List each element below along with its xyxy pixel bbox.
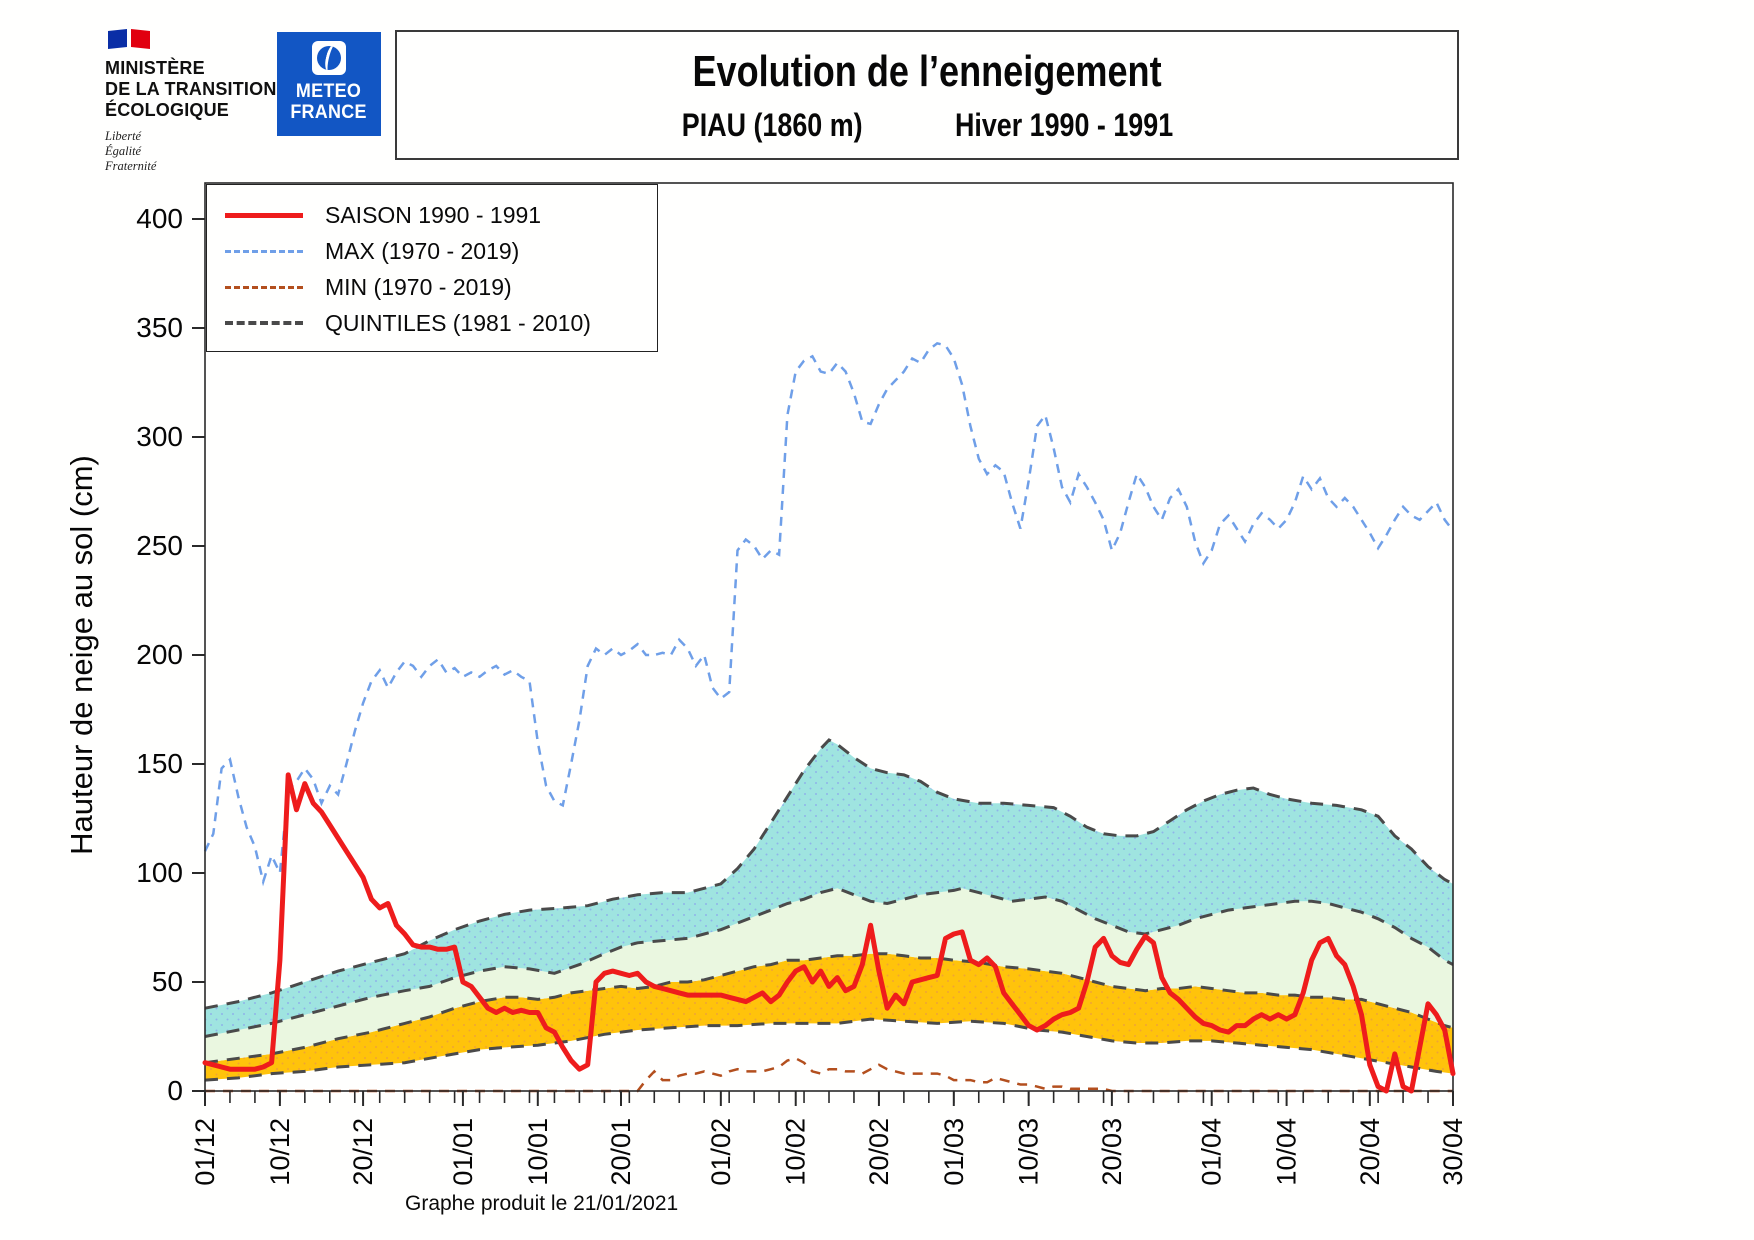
x-tick-label: 01/04 xyxy=(1197,1118,1227,1186)
legend-item-max: MAX (1970 - 2019) xyxy=(225,233,657,269)
y-tick-label: 50 xyxy=(152,966,183,997)
x-tick-label: 10/04 xyxy=(1272,1118,1302,1186)
y-axis: 0 50 100 150 200 250 300 350 400 xyxy=(136,203,205,1106)
line-q4 xyxy=(204,738,1454,1010)
band-q3-q4 xyxy=(205,740,1453,1037)
chart-title: Evolution de l’enneigement xyxy=(692,46,1162,96)
station-label: PIAU (1860 m) xyxy=(681,106,863,143)
min-line xyxy=(205,1056,1453,1093)
x-axis: 01/12 10/12 20/12 01/01 10/01 20/01 01/02 10/02… xyxy=(190,1091,1468,1186)
y-axis-title: Hauteur de neige au sol (cm) xyxy=(64,455,99,855)
y-tick-label: 300 xyxy=(136,421,183,452)
y-tick-label: 200 xyxy=(136,639,183,670)
ministry-logo: MINISTÈRE DE LA TRANSITION ÉCOLOGIQUE Li… xyxy=(105,28,280,174)
x-tick-label: 10/03 xyxy=(1014,1118,1044,1186)
meteo-france-logo: METEO FRANCE xyxy=(277,32,381,136)
quintile-lines xyxy=(204,738,1454,1082)
y-tick-label: 150 xyxy=(136,748,183,779)
quintiles-line-sample-icon xyxy=(225,321,303,325)
footer-produced-date: Graphe produit le 21/01/2021 xyxy=(405,1192,679,1215)
x-tick-label: 10/02 xyxy=(781,1118,811,1186)
x-tick-label: 10/01 xyxy=(523,1118,553,1186)
y-tick-label: 400 xyxy=(136,203,183,234)
min-line-sample-icon xyxy=(225,285,303,289)
saison-line-sample-icon xyxy=(225,212,303,218)
band-q1-q2 xyxy=(205,953,1453,1081)
quintile-bands xyxy=(205,740,1453,1081)
x-tick-label: 20/04 xyxy=(1355,1118,1385,1186)
x-tick-label: 01/02 xyxy=(706,1118,736,1186)
x-tick-label: 20/01 xyxy=(606,1118,636,1186)
x-tick-label: 20/03 xyxy=(1097,1118,1127,1186)
x-tick-label: 10/12 xyxy=(265,1118,295,1186)
line-q1 xyxy=(204,1017,1454,1082)
meteo-france-globe-icon xyxy=(312,41,346,75)
x-tick-label: 01/03 xyxy=(939,1118,969,1186)
legend-item-min: MIN (1970 - 2019) xyxy=(225,269,657,305)
legend-item-quintiles: QUINTILES (1981 - 2010) xyxy=(225,305,657,341)
x-tick-label: 20/02 xyxy=(864,1118,894,1186)
legend-box: SAISON 1990 - 1991 MAX (1970 - 2019) MIN… xyxy=(206,184,658,352)
saison-line xyxy=(202,772,1456,1094)
ministry-name: MINISTÈRE DE LA TRANSITION ÉCOLOGIQUE xyxy=(105,58,277,120)
line-q2 xyxy=(204,952,1454,1065)
title-box: Evolution de l’enneigement PIAU (1860 m)… xyxy=(395,30,1459,160)
ministry-motto: Liberté Égalité Fraternité xyxy=(105,129,157,173)
x-tick-label: 30/04 xyxy=(1438,1118,1468,1186)
x-tick-label: 01/01 xyxy=(448,1118,478,1186)
legend-item-saison: SAISON 1990 - 1991 xyxy=(225,197,657,233)
max-line-sample-icon xyxy=(225,249,303,253)
chart-subtitle: PIAU (1860 m) Hiver 1990 - 1991 xyxy=(681,107,1172,144)
x-tick-label: 01/12 xyxy=(190,1118,220,1186)
line-q3 xyxy=(204,886,1454,1038)
y-tick-label: 100 xyxy=(136,857,183,888)
y-tick-label: 250 xyxy=(136,530,183,561)
band-q2-q3 xyxy=(205,888,1453,1063)
meteo-france-wordmark: METEO FRANCE xyxy=(290,80,368,123)
y-tick-label: 0 xyxy=(167,1075,183,1106)
max-line xyxy=(203,341,1454,887)
x-tick-label: 20/12 xyxy=(348,1118,378,1186)
season-label: Hiver 1990 - 1991 xyxy=(954,106,1173,143)
y-tick-label: 350 xyxy=(136,312,183,343)
